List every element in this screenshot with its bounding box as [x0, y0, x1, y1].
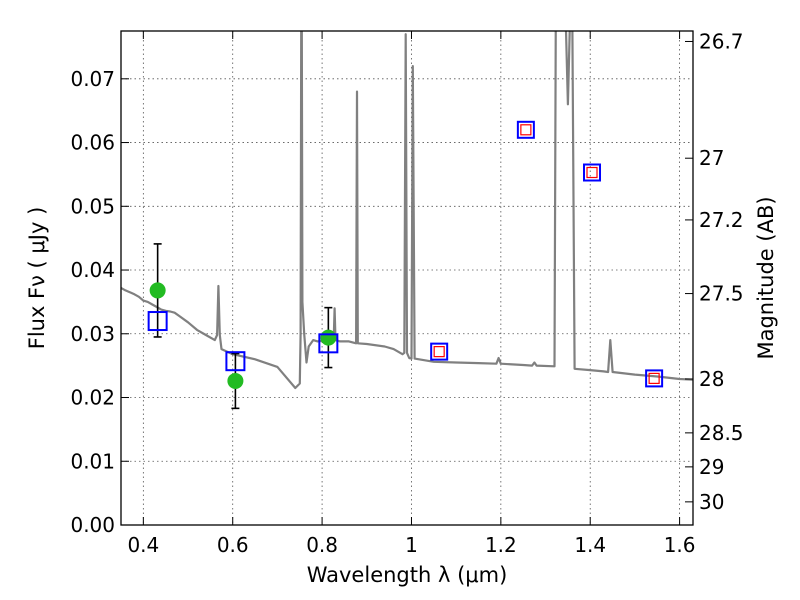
y2-tick-label: 27.5: [699, 282, 744, 306]
y-tick-label: 0.05: [70, 194, 115, 218]
y2-tick-label: 27.2: [699, 208, 744, 232]
plot-frame: [120, 30, 694, 526]
x-tick-label: 0.4: [127, 533, 159, 557]
x-tick-label: 1: [405, 533, 418, 557]
x-tick-label: 0.8: [306, 533, 338, 557]
sed-model-line: [121, 31, 693, 390]
model-square-limit: [583, 163, 602, 182]
y2-axis-label: Magnitude (AB): [754, 196, 778, 359]
model-square: [225, 351, 246, 372]
y-tick-label: 0.01: [70, 449, 115, 473]
y-tick-label: 0.07: [70, 67, 115, 91]
y-tick-label: 0.00: [70, 513, 115, 537]
series-layer: [121, 31, 693, 390]
model-square-limit: [430, 342, 449, 361]
observed-point: [149, 282, 166, 299]
model-square-limit: [645, 369, 664, 388]
x-tick-label: 0.6: [217, 533, 249, 557]
y-tick-label: 0.04: [70, 258, 115, 282]
model-square-limit: [516, 120, 535, 139]
ticks-layer: 0.4 0.6 0.8 1 1.2 1.4 1.6 0.00 0.01 0.02 0.03 0.04 0…: [70, 29, 743, 557]
x-tick-label: 1.2: [485, 533, 517, 557]
y2-tick-label: 26.7: [699, 29, 744, 53]
y2-tick-label: 28: [699, 367, 724, 391]
model-square: [147, 311, 168, 332]
observed-point: [227, 372, 244, 389]
y2-tick-label: 27: [699, 146, 724, 170]
x-axis-label: Wavelength λ (μm): [307, 563, 508, 587]
model-square-limit-inner: [648, 372, 660, 384]
y2-tick-label: 29: [699, 455, 724, 479]
x-tick-label: 1.6: [664, 533, 696, 557]
y2-tick-label: 28.5: [699, 421, 744, 445]
y2-tick-label: 30: [699, 490, 724, 514]
y-tick-label: 0.03: [70, 322, 115, 346]
markers-layer: [147, 120, 664, 410]
model-square-limit-inner: [586, 166, 598, 179]
y-axis-label: Flux Fν ( μJy ): [25, 207, 49, 350]
y-tick-label: 0.06: [70, 131, 115, 155]
x-tick-label: 1.4: [574, 533, 606, 557]
model-square-limit-inner: [520, 124, 532, 136]
y-tick-label: 0.02: [70, 386, 115, 410]
observed-point: [320, 329, 337, 346]
model-square-limit-inner: [433, 346, 445, 358]
model-square: [318, 333, 339, 354]
